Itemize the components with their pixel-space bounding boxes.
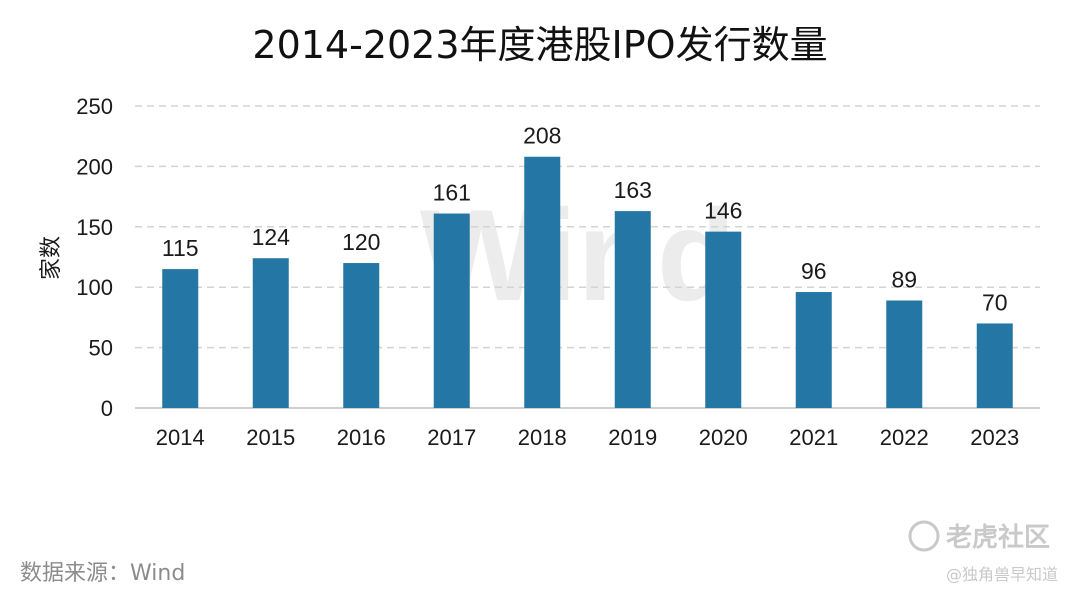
x-tick-label: 2019 [608,425,657,450]
bar-2017 [433,213,470,408]
data-label-2019: 163 [614,177,652,203]
x-tick-label: 2018 [518,425,567,450]
bar-2019 [614,211,651,408]
y-tick-label: 0 [101,396,113,421]
data-label-2017: 161 [433,180,471,206]
data-label-2016: 120 [342,229,380,255]
bar-2022 [886,300,923,408]
bar-2018 [524,156,561,408]
y-tick-label: 200 [76,154,113,179]
bar-2020 [705,231,742,408]
data-label-2014: 115 [162,235,199,261]
y-tick-label: 50 [89,336,113,361]
bar-2016 [343,263,380,408]
data-label-2015: 124 [252,224,291,250]
y-tick-label: 150 [76,215,113,240]
logo-icon [908,520,940,552]
x-axis-ticks: 2014 2015 2016 2017 2018 2019 2020 2021 2022 2023 [156,425,1019,450]
x-tick-label: 2022 [880,425,929,450]
x-tick-label: 2015 [246,425,295,450]
data-label-2018: 208 [523,123,561,149]
y-axis-ticks: 0 50 100 150 200 250 [76,94,113,421]
background-watermark: Wind [420,182,737,328]
logo-text: 老虎社区 [946,522,1050,553]
bars [162,156,1013,408]
x-tick-label: 2020 [699,425,748,450]
x-tick-label: 2023 [970,425,1019,450]
data-label-2020: 146 [704,198,742,224]
data-label-2022: 89 [891,266,917,292]
data-label-2023: 70 [982,289,1008,315]
bar-2014 [162,269,199,408]
x-tick-label: 2016 [337,425,386,450]
x-tick-label: 2014 [156,425,205,450]
community-logo: 老虎社区 [908,520,1050,553]
y-tick-label: 100 [76,275,113,300]
y-axis-label: 家数 [39,236,64,280]
bar-2023 [976,323,1013,408]
bar-2021 [795,292,832,408]
y-tick-label: 250 [76,94,113,119]
source-note: 数据来源：Wind [20,561,185,586]
credit-text: @独角兽早知道 [946,565,1058,584]
data-label-2021: 96 [801,258,827,284]
x-tick-label: 2021 [789,425,838,450]
x-tick-label: 2017 [427,425,476,450]
data-labels: 115 124 120 161 208 163 146 96 89 70 [162,123,1008,316]
bar-2015 [252,258,289,408]
chart-title: 2014-2023年度港股IPO发行数量 [252,23,827,67]
